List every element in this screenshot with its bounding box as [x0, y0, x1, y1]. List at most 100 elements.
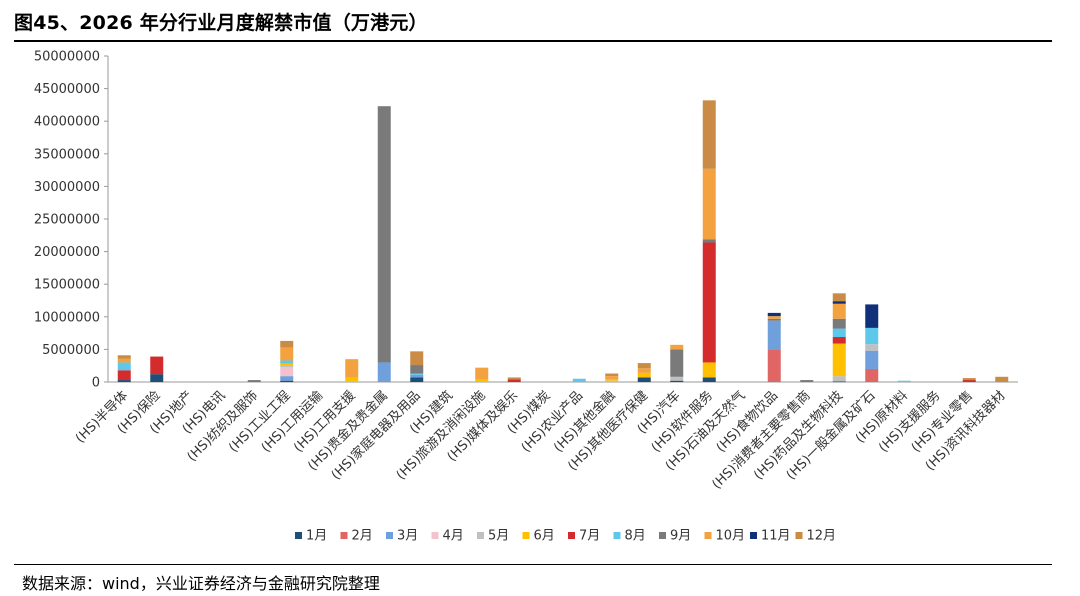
- bar-segment: [832, 303, 846, 319]
- bar-segment: [410, 377, 424, 382]
- bar-segment: [280, 367, 294, 377]
- legend-swatch: [340, 532, 348, 539]
- legend-swatch: [613, 532, 621, 539]
- bar-segment: [995, 376, 1009, 382]
- bar-segment: [832, 301, 846, 304]
- bar-segment: [280, 380, 294, 382]
- bar-segment: [605, 376, 619, 380]
- bar-segment: [345, 359, 359, 378]
- bar-segment: [832, 376, 846, 382]
- x-axis: (HS)半导体(HS)保险(HS)地产(HS)电讯(HS)纺织及服饰(HS)工业…: [73, 381, 1018, 492]
- y-tick-label: 20000000: [34, 245, 100, 260]
- bar-segment: [670, 380, 684, 382]
- legend-swatch: [704, 532, 712, 539]
- legend-swatch: [659, 532, 666, 539]
- bar-segment: [897, 380, 911, 382]
- legend-swatch: [522, 532, 530, 539]
- legend-label: 4月: [443, 529, 464, 544]
- bar-segment: [117, 380, 131, 382]
- bar-segment: [832, 337, 846, 344]
- legend-label: 1月: [306, 529, 327, 544]
- bar-segment: [702, 362, 716, 378]
- bar-segment: [150, 356, 164, 375]
- bar-segment: [962, 378, 976, 381]
- legend-label: 5月: [488, 529, 509, 544]
- bar-segment: [800, 380, 814, 382]
- bar-segment: [767, 316, 781, 319]
- y-tick-label: 15000000: [34, 278, 100, 293]
- bar-segment: [247, 380, 261, 382]
- bar-segment: [345, 377, 359, 382]
- y-tick-label: 25000000: [34, 213, 100, 228]
- y-axis: 0 5000000 10000000 15000000 20000000 25000000…: [34, 50, 109, 391]
- bar-segment: [377, 106, 391, 363]
- bar-segment: [637, 368, 651, 373]
- bar-segment: [637, 377, 651, 382]
- legend-label: 11月: [761, 529, 791, 544]
- bar-segment: [767, 320, 781, 350]
- legend-label: 8月: [625, 529, 646, 544]
- bar-segment: [280, 360, 294, 364]
- y-tick-label: 50000000: [34, 50, 100, 65]
- bar-segment: [767, 349, 781, 382]
- bar-segment: [117, 355, 131, 359]
- bar-segment: [832, 381, 846, 383]
- bar-segment: [377, 362, 391, 382]
- bar-segment: [280, 376, 294, 381]
- bar-segment: [865, 327, 879, 345]
- footer-rule: [14, 564, 1052, 565]
- y-tick-label: 5000000: [42, 343, 100, 358]
- source-note: 数据来源：wind，兴业证券经济与金融研究院整理: [22, 574, 380, 593]
- bar-segment: [410, 374, 424, 378]
- bar-segment: [475, 379, 489, 382]
- bar-segment: [475, 367, 489, 380]
- bar-segment: [280, 363, 294, 366]
- bar-segment: [637, 372, 651, 378]
- bar-segment: [637, 363, 651, 369]
- legend-swatch: [750, 532, 757, 539]
- bars: [117, 100, 1009, 383]
- legend-swatch: [431, 532, 439, 539]
- bar-segment: [410, 373, 424, 375]
- bar-segment: [832, 343, 846, 377]
- bar-segment: [865, 368, 879, 382]
- bar-segment: [117, 362, 131, 371]
- y-tick-label: 30000000: [34, 180, 100, 195]
- y-tick-label: 40000000: [34, 115, 100, 130]
- legend-swatch: [477, 532, 484, 539]
- bar-segment: [410, 351, 424, 366]
- bar-segment: [832, 328, 846, 338]
- y-tick-label: 35000000: [34, 147, 100, 162]
- x-tick-label: (HS)半导体: [73, 388, 131, 446]
- bar-segment: [767, 312, 781, 317]
- bar-segment: [410, 365, 424, 374]
- bar-segment: [702, 168, 716, 240]
- bar-segment: [117, 358, 131, 363]
- legend-swatch: [795, 532, 803, 539]
- legend-swatch: [386, 532, 393, 539]
- legend-label: 10月: [716, 529, 746, 544]
- legend-label: 6月: [534, 529, 555, 544]
- bar-segment: [605, 373, 619, 377]
- bar-segment: [865, 350, 879, 369]
- bar-segment: [832, 293, 846, 302]
- stacked-bar-chart: 0 5000000 10000000 15000000 20000000 25000000…: [34, 50, 1018, 544]
- bar-segment: [507, 379, 521, 382]
- bar-segment: [150, 374, 164, 382]
- y-tick-label: 10000000: [34, 310, 100, 325]
- y-tick-label: 0: [92, 376, 100, 391]
- bar-segment: [572, 378, 586, 382]
- bar-segment: [767, 318, 781, 321]
- bar-segment: [670, 344, 684, 350]
- bar-segment: [670, 376, 684, 381]
- bar-segment: [702, 242, 716, 363]
- bar-segment: [280, 340, 294, 348]
- bar-segment: [702, 239, 716, 243]
- bar-segment: [865, 304, 879, 328]
- bar-segment: [605, 379, 619, 381]
- bar-segment: [670, 349, 684, 377]
- legend-label: 3月: [397, 529, 418, 544]
- bar-segment: [865, 344, 879, 351]
- y-tick-label: 45000000: [34, 82, 100, 97]
- bar-segment: [280, 365, 294, 368]
